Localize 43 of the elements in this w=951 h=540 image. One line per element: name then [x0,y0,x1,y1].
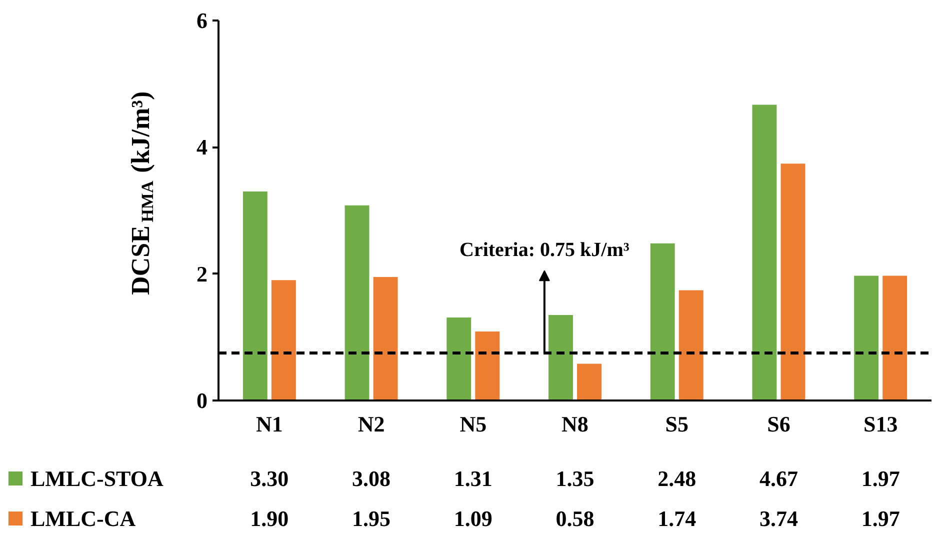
x-tick-label: S6 [767,412,790,436]
x-tick-label: N8 [562,412,588,436]
bar [577,364,602,400]
y-tick-label: 0 [196,388,208,413]
x-tick-label: S5 [665,412,688,436]
ref-line-label: Criteria: 0.75 kJ/m³ [460,239,630,262]
bar [780,164,806,400]
y-tick-label: 6 [196,8,208,33]
bar [242,192,268,400]
data-label: 1.95 [352,506,391,531]
bar [650,243,675,400]
data-label: 1.97 [861,466,900,491]
data-label: 0.58 [556,506,594,531]
data-label: 2.48 [658,466,696,491]
data-label: 1.35 [556,466,594,491]
y-tick-label: 4 [196,134,208,160]
y-axis-title: DCSEHMA (kJ/m³) [126,91,157,295]
legend-label: LMLC-STOA [30,466,164,491]
bar [882,276,908,400]
bar [446,318,472,400]
data-label: 1.74 [658,506,696,531]
data-label: 4.67 [759,466,798,491]
data-label: 1.90 [250,506,289,531]
legend-label: LMLC-CA [30,506,136,531]
x-tick-label: N5 [460,412,487,436]
bar [752,104,777,400]
bar [854,276,879,400]
data-label: 1.97 [861,506,900,531]
bar [548,315,573,400]
bar [271,280,296,400]
x-tick-label: S13 [863,412,898,436]
y-tick-label: 2 [196,261,208,286]
bar [344,205,370,400]
bar [678,290,704,400]
x-tick-label: N1 [256,412,283,436]
data-label: 3.08 [352,466,391,491]
x-tick-label: N2 [358,412,385,436]
data-label: 3.74 [759,506,798,531]
data-label: 3.30 [250,466,289,491]
bar [373,277,398,400]
bar [475,331,500,400]
data-label: 1.31 [454,466,492,491]
data-label: 1.09 [454,506,492,531]
